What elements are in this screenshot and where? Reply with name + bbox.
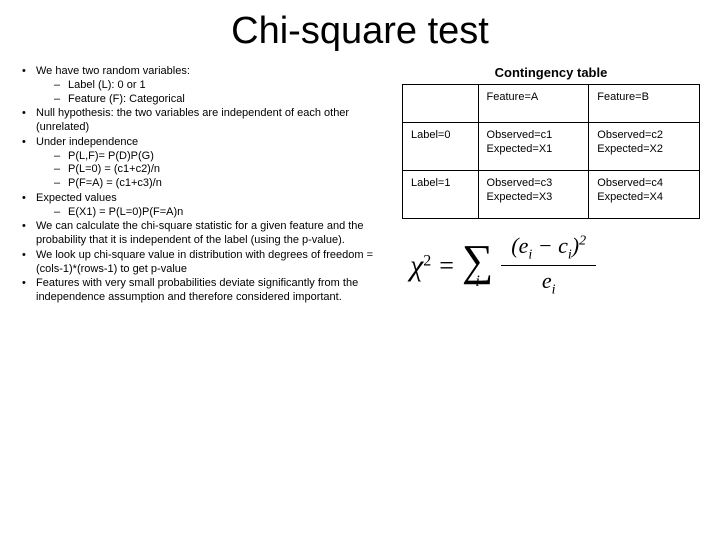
table-cell: Observed=c2 Expected=X2 bbox=[589, 123, 700, 171]
table-row: Label=1 Observed=c3 Expected=X3 Observed… bbox=[403, 171, 700, 219]
cell-expected: Expected=X3 bbox=[487, 191, 581, 203]
table-cell: Observed=c3 Expected=X3 bbox=[478, 171, 589, 219]
sub-list-item: Feature (F): Categorical bbox=[54, 93, 388, 107]
table-cell: Feature=A bbox=[478, 85, 589, 123]
page-title: Chi-square test bbox=[20, 10, 700, 53]
table-cell: Observed=c4 Expected=X4 bbox=[589, 171, 700, 219]
cell-expected: Expected=X2 bbox=[597, 143, 691, 155]
cell-observed: Observed=c2 bbox=[597, 129, 691, 141]
list-item: We look up chi-square value in distribut… bbox=[20, 249, 388, 277]
bullet-column: We have two random variables: Label (L):… bbox=[20, 65, 392, 306]
sub-list-item: E(X1) = P(L=0)P(F=A)n bbox=[54, 206, 388, 220]
list-item: Null hypothesis: the two variables are i… bbox=[20, 107, 388, 135]
table-cell: Feature=B bbox=[589, 85, 700, 123]
table-title: Contingency table bbox=[402, 65, 700, 80]
table-cell: Label=0 bbox=[403, 123, 479, 171]
cell-expected: Expected=X4 bbox=[597, 191, 691, 203]
table-row: Label=0 Observed=c1 Expected=X1 Observed… bbox=[403, 123, 700, 171]
bullet-text: Under independence bbox=[36, 136, 138, 148]
chi-square-formula: χ2 = ∑ i (ei − ci)2 ei bbox=[402, 233, 700, 299]
cell-expected: Expected=X1 bbox=[487, 143, 581, 155]
formula-equals: = bbox=[439, 251, 454, 281]
formula-chi: χ2 bbox=[410, 249, 431, 283]
sub-list-item: Label (L): 0 or 1 bbox=[54, 79, 388, 93]
table-column: Contingency table Feature=A Feature=B La… bbox=[402, 65, 700, 306]
list-item: Under independence P(L,F)= P(D)P(G) P(L=… bbox=[20, 136, 388, 191]
bullet-text: Expected values bbox=[36, 192, 117, 204]
formula-denominator: ei bbox=[542, 266, 556, 298]
list-item: We can calculate the chi-square statisti… bbox=[20, 220, 388, 248]
table-cell: Observed=c1 Expected=X1 bbox=[478, 123, 589, 171]
list-item: Features with very small probabilities d… bbox=[20, 277, 388, 305]
cell-observed: Observed=c1 bbox=[487, 129, 581, 141]
formula-sigma: ∑ i bbox=[462, 242, 493, 290]
contingency-table: Feature=A Feature=B Label=0 Observed=c1 … bbox=[402, 84, 700, 219]
formula-numerator: (ei − ci)2 bbox=[501, 233, 596, 266]
table-cell bbox=[403, 85, 479, 123]
cell-observed: Observed=c4 bbox=[597, 177, 691, 189]
sub-list-item: P(L,F)= P(D)P(G) bbox=[54, 150, 388, 164]
bullet-text: We have two random variables: bbox=[36, 65, 190, 77]
formula-fraction: (ei − ci)2 ei bbox=[501, 233, 596, 299]
table-row: Feature=A Feature=B bbox=[403, 85, 700, 123]
table-cell: Label=1 bbox=[403, 171, 479, 219]
content-area: We have two random variables: Label (L):… bbox=[20, 65, 700, 306]
list-item: We have two random variables: Label (L):… bbox=[20, 65, 388, 106]
sub-list-item: P(L=0) = (c1+c2)/n bbox=[54, 163, 388, 177]
list-item: Expected values E(X1) = P(L=0)P(F=A)n bbox=[20, 192, 388, 220]
cell-observed: Observed=c3 bbox=[487, 177, 581, 189]
sub-list-item: P(F=A) = (c1+c3)/n bbox=[54, 177, 388, 191]
